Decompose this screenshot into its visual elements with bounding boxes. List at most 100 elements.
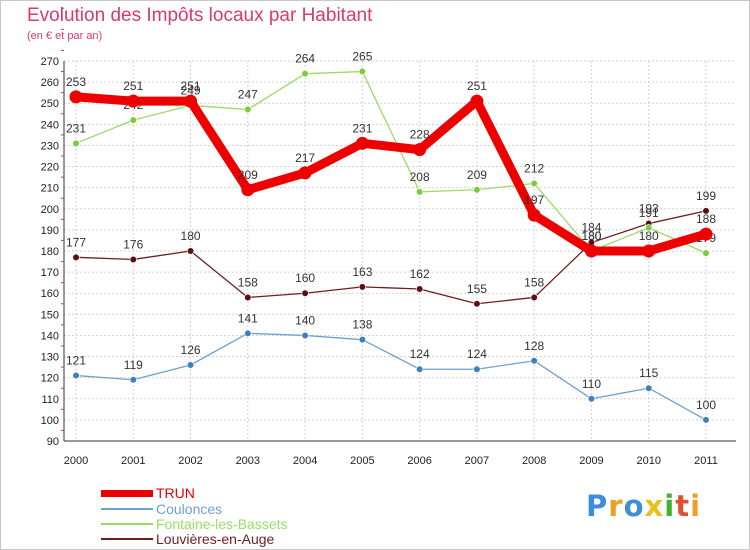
data-label: 115 (639, 366, 658, 380)
x-tick-label: 2009 (579, 455, 603, 467)
x-tick-label: 2007 (465, 455, 489, 467)
y-tick-label: 220 (41, 162, 59, 174)
data-point (416, 285, 424, 293)
data-label: 141 (238, 311, 258, 325)
data-label: 180 (581, 229, 601, 243)
data-point (72, 253, 80, 261)
data-point (416, 188, 424, 196)
data-label: 100 (696, 398, 716, 412)
y-tick-label: 250 (41, 98, 59, 110)
data-label: 253 (66, 75, 86, 89)
data-point (244, 105, 252, 114)
data-label: 231 (352, 121, 372, 135)
data-point (702, 249, 710, 257)
data-label: 208 (410, 170, 430, 184)
data-label: 184 (581, 221, 601, 235)
data-point (129, 376, 137, 384)
y-tick-label: 240 (41, 119, 59, 131)
data-point (301, 70, 309, 78)
data-point (241, 183, 255, 197)
y-tick-label: 170 (41, 267, 59, 279)
data-label: 265 (352, 50, 372, 64)
data-point (186, 361, 195, 369)
data-label: 251 (467, 79, 487, 93)
logo-letter: o (623, 489, 645, 523)
data-point (702, 416, 710, 424)
data-point (645, 224, 653, 232)
data-point (473, 365, 481, 373)
x-tick-label: 2006 (407, 455, 431, 467)
data-label: 180 (181, 229, 201, 243)
y-tick-label: 190 (41, 225, 59, 237)
x-tick-label: 2010 (636, 455, 660, 467)
data-point (699, 227, 713, 241)
logo-letter: i (690, 489, 702, 523)
data-point (473, 300, 481, 308)
legend-entry: Louvières-en-Auge (101, 532, 401, 546)
y-tick-label: 210 (41, 183, 59, 195)
data-point (642, 244, 656, 258)
x-tick-label: 2004 (293, 455, 317, 467)
data-point (355, 136, 369, 150)
data-point (358, 283, 366, 291)
data-point (413, 143, 427, 157)
data-label: 264 (295, 52, 315, 66)
chart-subtitle: (en € et par an) (27, 30, 103, 42)
logo-letter: x (644, 489, 665, 523)
x-tick-label: 2002 (178, 455, 202, 467)
y-tick-label: 230 (41, 140, 59, 152)
data-label: 138 (352, 318, 372, 332)
data-label: 140 (295, 313, 315, 327)
data-point (473, 186, 481, 194)
data-point (470, 94, 484, 108)
data-point (584, 244, 598, 258)
data-label: 249 (181, 83, 201, 97)
data-label: 128 (524, 339, 544, 353)
data-point (126, 94, 140, 108)
data-label: 199 (696, 189, 716, 203)
x-tick-label: 2011 (694, 455, 718, 467)
data-label: 180 (581, 229, 601, 243)
x-tick-label: 2005 (350, 455, 374, 467)
data-label: 155 (467, 282, 487, 296)
data-label: 228 (410, 128, 430, 142)
data-label: 212 (524, 161, 544, 175)
data-point (530, 179, 538, 188)
data-point (301, 289, 309, 297)
data-label: 217 (295, 151, 315, 165)
data-point (645, 384, 653, 392)
legend-entry: TRUN (101, 486, 401, 500)
data-point (587, 395, 596, 403)
x-tick-label: 2008 (522, 455, 546, 467)
y-tick-label: 260 (41, 77, 59, 89)
data-label: 163 (352, 265, 372, 279)
data-label: 126 (181, 343, 201, 357)
y-tick-label: 100 (41, 415, 59, 427)
legend-label: Coulonces (156, 501, 223, 517)
data-label: 119 (124, 358, 143, 372)
data-label: 160 (295, 271, 315, 285)
data-label: 180 (639, 229, 659, 243)
y-tick-label: 270 (41, 56, 59, 68)
x-tick-label: 2001 (121, 455, 145, 467)
data-label: 121 (66, 354, 86, 368)
legend-swatch (101, 523, 153, 525)
y-tick-label: 130 (41, 352, 59, 364)
data-point (702, 207, 710, 215)
data-point (527, 208, 541, 222)
legend-label: Fontaine-les-Bassets (156, 516, 288, 532)
data-label: 251 (123, 79, 143, 93)
data-label: 110 (582, 377, 601, 391)
series-line (71, 92, 711, 256)
data-point (358, 336, 366, 344)
series-line (75, 210, 707, 305)
data-point (301, 331, 309, 340)
data-point (129, 116, 137, 124)
data-label: 188 (696, 212, 716, 226)
data-point (530, 357, 538, 365)
legend-label: TRUN (156, 485, 195, 501)
legend-entry: Coulonces (101, 502, 401, 516)
y-tick-label: 120 (41, 373, 59, 385)
logo-letter: i (664, 489, 676, 523)
